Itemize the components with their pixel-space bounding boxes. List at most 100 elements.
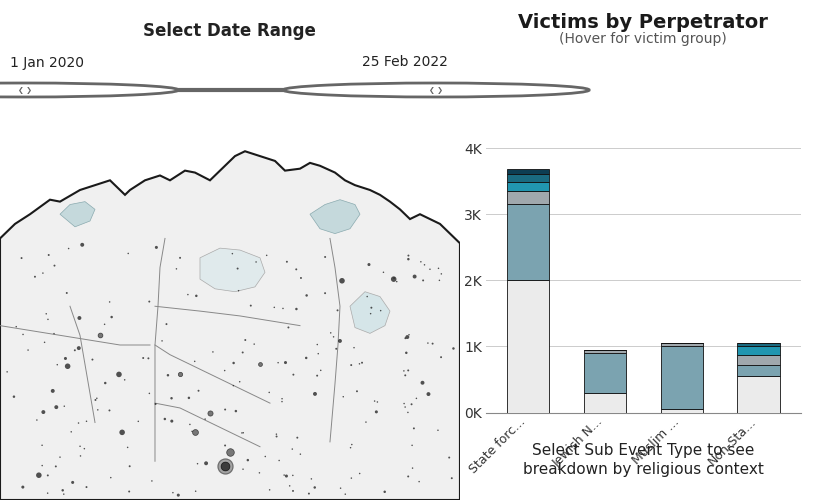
Point [149, 400, 162, 408]
Point [38, 338, 51, 346]
Text: Victims by Perpetrator: Victims by Perpetrator [518, 12, 768, 32]
Bar [661, 343, 703, 346]
Point [330, 345, 343, 353]
Point [408, 272, 421, 280]
Point [113, 370, 126, 378]
Point [41, 489, 54, 497]
Text: 1 Jan 2020: 1 Jan 2020 [10, 56, 84, 70]
Point [237, 429, 250, 437]
Point [287, 370, 300, 378]
Point [401, 333, 414, 341]
Point [410, 394, 423, 402]
Point [150, 244, 163, 252]
Point [377, 268, 390, 276]
Bar [738, 355, 779, 365]
Point [278, 471, 291, 479]
Point [359, 418, 373, 426]
Point [283, 482, 297, 490]
Bar [507, 182, 549, 191]
Point [324, 329, 337, 337]
Point [225, 250, 239, 258]
Point [36, 462, 49, 469]
Point [72, 344, 85, 352]
Point [42, 472, 55, 480]
Point [445, 474, 458, 482]
Point [182, 394, 195, 402]
Point [287, 487, 300, 495]
Text: (Hover for victim group): (Hover for victim group) [559, 32, 727, 46]
Point [143, 390, 156, 398]
Point [290, 266, 303, 274]
Point [132, 418, 145, 426]
Point [309, 390, 322, 398]
Point [103, 406, 116, 414]
Point [231, 264, 244, 272]
Point [405, 442, 418, 450]
Bar [738, 365, 779, 376]
Point [142, 354, 155, 362]
Point [305, 475, 318, 483]
Point [74, 452, 87, 460]
Point [103, 298, 116, 306]
Point [241, 456, 254, 464]
Point [294, 450, 307, 458]
Point [310, 372, 324, 380]
Point [185, 428, 199, 436]
Point [33, 471, 46, 479]
Point [219, 406, 232, 413]
Point [401, 408, 414, 416]
Point [1, 368, 14, 376]
Point [80, 418, 93, 426]
Point [368, 397, 382, 405]
Point [399, 372, 412, 380]
Point [248, 340, 261, 348]
Point [308, 484, 321, 492]
Point [270, 432, 283, 440]
Point [370, 408, 383, 416]
Point [387, 275, 400, 283]
Point [319, 289, 332, 297]
Bar [507, 168, 549, 174]
Point [423, 265, 436, 273]
Point [300, 354, 313, 362]
Point [334, 484, 347, 492]
Bar [584, 392, 626, 412]
Point [402, 366, 415, 374]
Point [275, 394, 288, 402]
Point [275, 398, 288, 406]
Point [387, 274, 400, 282]
Point [374, 306, 387, 314]
Point [78, 444, 91, 452]
Point [414, 258, 427, 266]
Point [42, 251, 56, 259]
Bar [661, 409, 703, 412]
Point [431, 426, 444, 434]
Bar [507, 191, 549, 204]
Point [183, 420, 196, 428]
Point [345, 361, 358, 369]
Point [203, 409, 217, 417]
Point [15, 254, 28, 262]
Text: ❮ ❯: ❮ ❯ [429, 86, 444, 94]
Point [89, 396, 102, 404]
Point [92, 406, 105, 414]
Point [333, 337, 346, 345]
Point [402, 252, 415, 260]
Point [191, 460, 204, 468]
Point [93, 332, 106, 340]
Point [253, 469, 266, 477]
Point [136, 354, 150, 362]
Point [344, 444, 357, 452]
Point [259, 452, 272, 460]
Point [53, 453, 66, 461]
Point [398, 400, 411, 407]
Point [172, 491, 185, 499]
Text: ❮ ❯: ❮ ❯ [18, 86, 33, 94]
Point [353, 470, 366, 478]
Point [443, 454, 456, 462]
Point [10, 322, 23, 330]
Point [218, 366, 231, 374]
Point [249, 258, 262, 266]
Point [286, 445, 299, 453]
Point [312, 350, 325, 358]
